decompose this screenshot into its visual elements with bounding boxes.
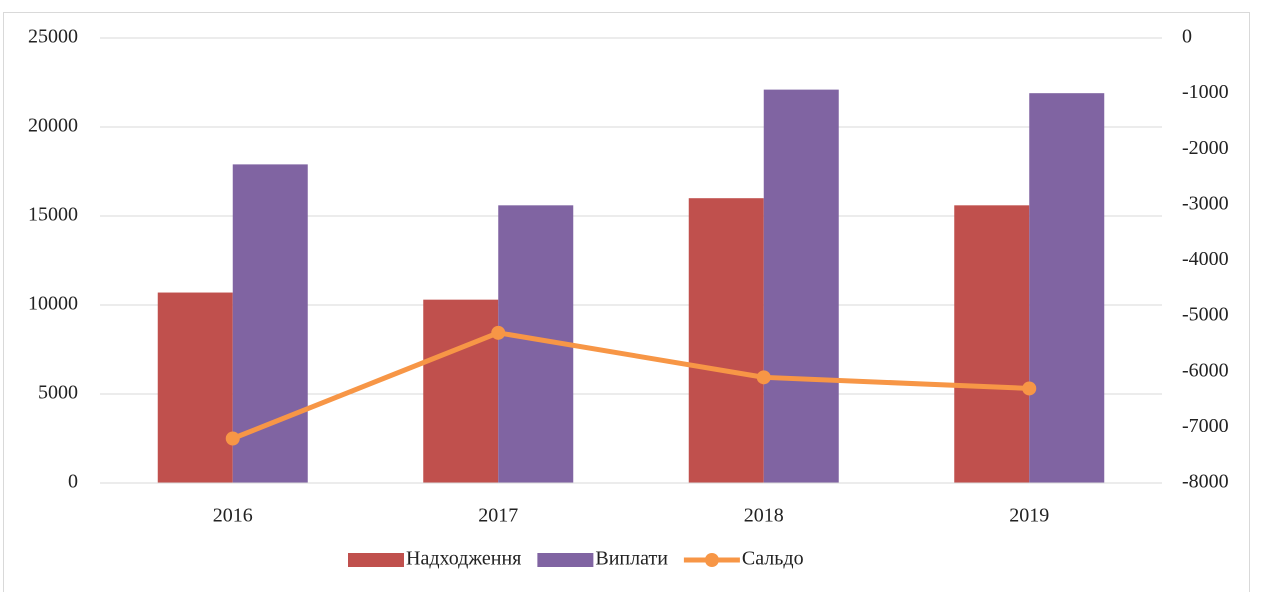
y-tick-label: 20000 [28, 115, 78, 137]
legend-swatch [704, 553, 719, 567]
x-tick-label: 2019 [1009, 505, 1049, 527]
y-tick-label: 5000 [38, 382, 78, 404]
bar [954, 205, 1030, 483]
point [225, 431, 240, 446]
legend-label: Виплати [595, 548, 668, 570]
line [231, 330, 1030, 441]
x-tick-label: 2018 [744, 505, 784, 527]
y-tick-label: 15000 [28, 204, 78, 226]
point [491, 325, 506, 340]
y2-tick-label: -7000 [1182, 415, 1229, 437]
y-tick-label: 25000 [28, 26, 78, 48]
point [756, 370, 771, 385]
legend-label: Надходження [406, 548, 521, 570]
bar [423, 299, 499, 483]
point [1022, 381, 1037, 396]
bar [232, 164, 308, 483]
y2-tick-label: -8000 [1182, 471, 1229, 493]
y2-tick-label: -1000 [1182, 81, 1229, 103]
y-tick-label: 10000 [28, 293, 78, 315]
x-tick-label: 2016 [213, 505, 253, 527]
y2-tick-label: -5000 [1182, 304, 1229, 326]
legend-swatch [537, 553, 594, 567]
bar [688, 198, 764, 483]
y2-tick-label: -2000 [1182, 137, 1229, 159]
y2-tick-label: -6000 [1182, 359, 1229, 381]
y2-tick-label: -3000 [1182, 192, 1229, 214]
legend-swatch [348, 553, 404, 567]
bar [763, 89, 839, 484]
legend-label: Сальдо [742, 548, 804, 570]
bar [1029, 93, 1105, 484]
x-tick-label: 2017 [478, 505, 518, 527]
y2-tick-label: -4000 [1182, 248, 1229, 270]
y2-tick-label: 0 [1182, 26, 1192, 48]
y-tick-label: 0 [68, 471, 78, 493]
bar [157, 292, 233, 483]
